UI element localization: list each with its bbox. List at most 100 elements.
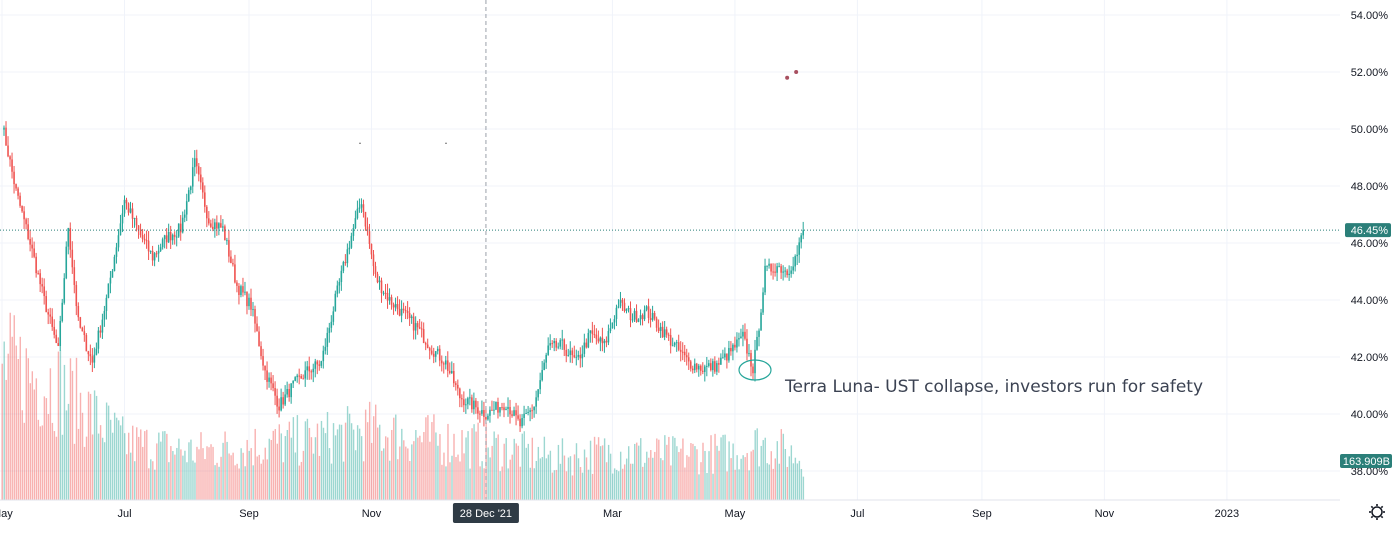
candle: [149, 250, 152, 254]
volume-bar: [732, 443, 734, 500]
price-axis[interactable]: 38.00% 40.00% 42.00% 44.00% 46.00% 48.00% 50.0…: [1340, 10, 1392, 478]
time-tick-label: Jul: [850, 508, 864, 520]
volume-bar: [244, 466, 246, 500]
time-axis[interactable]: May Jul Sep Nov Mar May Jul Sep Nov 2023 28 Dec '2…: [0, 499, 1340, 523]
candle-body: [657, 327, 660, 331]
volume-bar: [320, 420, 323, 500]
volume-bar: [601, 445, 604, 500]
candle: [444, 355, 447, 370]
candle: [710, 358, 712, 372]
candle-body: [764, 265, 766, 293]
candle-body: [336, 285, 339, 294]
candle: [645, 305, 648, 312]
candle: [197, 163, 200, 182]
candle: [724, 347, 726, 361]
candle-body: [708, 363, 710, 366]
candle-body: [107, 283, 110, 298]
volume-bar: [708, 451, 710, 500]
candle: [274, 381, 276, 406]
candle: [539, 372, 541, 395]
volume-bar: [599, 446, 602, 500]
volume-bar: [383, 448, 385, 500]
volume-bar: [115, 417, 118, 500]
candle: [559, 338, 562, 350]
candle-body: [57, 342, 60, 347]
candle: [551, 340, 553, 348]
candle: [796, 245, 798, 266]
candle: [627, 305, 630, 313]
volume-bar: [756, 428, 758, 500]
candle: [386, 283, 389, 309]
volume-bar: [742, 455, 744, 500]
candle-body: [649, 318, 652, 320]
candle-body: [388, 297, 391, 301]
settings-gear-icon[interactable]: [1369, 504, 1385, 520]
candle-body: [67, 228, 70, 247]
volume-bar: [724, 434, 726, 500]
candle: [147, 231, 150, 260]
candle: [43, 278, 45, 305]
candle: [483, 401, 485, 427]
candle: [760, 308, 762, 331]
volume-bar: [415, 430, 417, 500]
candle-body: [559, 340, 562, 347]
candle-body: [577, 354, 580, 357]
candle-body: [599, 337, 602, 342]
candle: [720, 353, 722, 365]
candle-body: [659, 326, 662, 331]
volume-bar: [85, 436, 88, 500]
candle-body: [689, 361, 692, 369]
candle-body: [83, 331, 86, 336]
volume-bar: [535, 460, 538, 500]
candle-body: [370, 243, 373, 255]
candle: [448, 362, 451, 375]
price-tick-label: 54.00%: [1351, 10, 1389, 22]
candle: [683, 344, 686, 362]
volume-bar: [445, 466, 447, 500]
volume-bar: [429, 441, 431, 500]
candle: [326, 327, 329, 355]
candle: [75, 281, 78, 316]
volume-bar: [515, 443, 517, 500]
volume-bar: [212, 446, 214, 500]
volume-bar: [802, 476, 805, 500]
volume-bar: [238, 468, 240, 500]
candle: [778, 262, 780, 268]
volume-bar: [322, 427, 325, 500]
volume-bar: [766, 463, 768, 500]
volume-bar: [403, 440, 405, 500]
candle-body: [768, 263, 770, 266]
candle: [770, 263, 772, 276]
candle: [599, 336, 602, 352]
candle-body: [655, 318, 658, 328]
candle-body: [208, 218, 210, 224]
candle: [157, 244, 160, 262]
candle: [575, 349, 578, 366]
candle-body: [382, 292, 385, 294]
candle-body: [258, 331, 260, 347]
candle-body: [75, 284, 78, 307]
volume-bar: [123, 433, 126, 500]
candle-body: [701, 370, 704, 372]
candle: [712, 358, 714, 377]
candle: [639, 309, 642, 326]
candle-body: [448, 370, 451, 374]
candle-body: [756, 336, 758, 350]
volume-bar: [302, 450, 305, 500]
candle: [412, 312, 415, 340]
volume-bar: [752, 449, 754, 500]
volume-bar: [680, 448, 682, 500]
candle-body: [340, 270, 343, 283]
candle: [507, 397, 509, 417]
candle-body: [587, 332, 590, 348]
candle-body: [455, 383, 457, 385]
candle: [408, 307, 411, 326]
candle: [312, 363, 315, 383]
candle-body: [432, 353, 435, 357]
volume-bar: [443, 452, 445, 500]
candle-body: [286, 389, 288, 395]
candle-body: [197, 166, 200, 175]
candle-body: [332, 311, 335, 322]
candle-body: [625, 308, 628, 312]
